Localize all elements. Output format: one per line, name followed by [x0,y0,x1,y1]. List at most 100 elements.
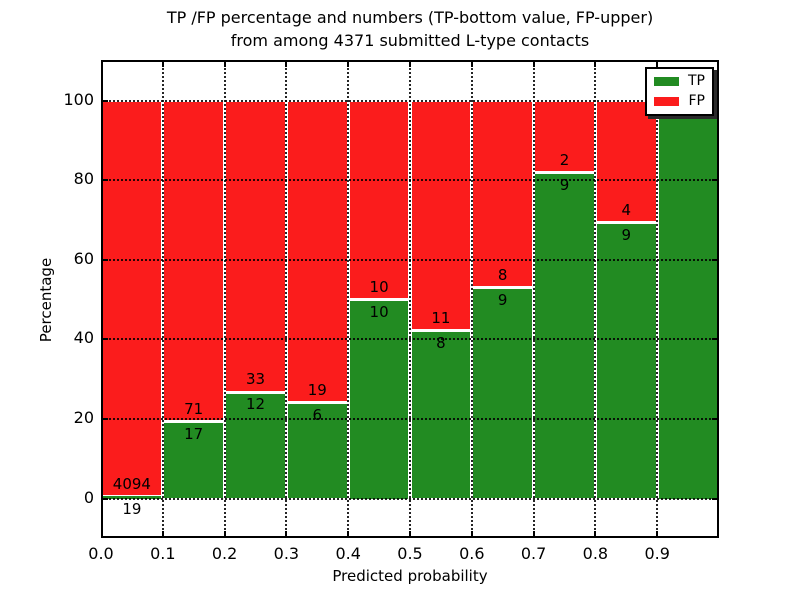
chart-title-line2: from among 4371 submitted L-type contact… [230,31,590,50]
x-tick-label: 0.0 [88,544,114,563]
y-tick-mark [712,258,719,261]
vertical-gridline [161,60,164,538]
legend-label: FP [688,93,706,109]
x-tick-label: 0.4 [335,544,361,563]
fp-count-label: 11 [431,308,451,327]
x-tick-label: 0.9 [644,544,670,563]
y-tick-mark [712,338,719,341]
y-tick-mark [712,99,719,102]
y-tick-mark [101,99,108,102]
vertical-gridline [409,60,411,538]
x-tick-mark [285,531,288,538]
stacked-bar [162,100,225,499]
x-tick-mark [470,60,473,67]
x-tick-mark [409,531,411,538]
vertical-gridline [285,60,288,538]
tp-bar-segment [658,102,718,499]
stacked-bar [471,100,534,499]
y-tick-mark [712,417,719,420]
x-tick-mark [594,60,597,67]
x-tick-mark [594,531,597,538]
y-tick-mark [712,179,719,182]
x-tick-label: 0.6 [459,544,485,563]
fp-bar-segment [473,102,533,287]
stacked-bar [101,100,163,499]
x-tick-mark [347,60,350,67]
stacked-bar [348,100,410,499]
tp-count-label: 19 [122,499,142,518]
x-tick-label: 0.1 [150,544,176,563]
vertical-gridline [347,60,350,538]
y-tick-mark [101,179,108,182]
tp-count-label: 9 [497,290,508,309]
fp-bar-segment [226,102,285,391]
x-tick-label: 0.3 [273,544,300,563]
fp-bar-segment [349,102,409,298]
x-tick-mark [532,531,535,538]
fp-count-label: 8 [497,265,508,284]
x-tick-label: 0.8 [582,544,609,563]
stacked-bar [224,100,287,499]
x-tick-mark [161,60,164,67]
y-tick-label: 100 [63,89,94,109]
x-tick-mark [470,531,473,538]
y-tick-label: 40 [73,328,94,348]
vertical-gridline [594,60,597,538]
fp-count-label: 10 [369,277,389,296]
fp-bar-segment [164,102,224,421]
fp-count-label: 4 [621,200,632,219]
tp-count-label: 8 [436,333,446,352]
y-tick-mark [101,338,108,341]
tp-bar-segment [411,332,471,499]
fp-bar-segment [102,102,162,496]
tp-bar-segment [226,393,285,499]
x-tick-mark [223,60,226,67]
legend-label: TP [688,73,705,89]
tp-bar-segment [473,289,533,499]
x-axis-label: Predicted probability [332,567,488,585]
x-tick-mark [161,531,164,538]
tp-count-label: 6 [312,405,323,424]
vertical-gridline [532,60,535,538]
tp-bar-segment [287,404,347,499]
tp-count-label: 10 [369,302,389,321]
fp-count-label: 4094 [112,474,151,493]
legend-item: FP [654,94,705,108]
x-tick-mark [532,60,535,67]
x-tick-mark [409,60,411,67]
fp-bar-segment [287,102,347,402]
x-tick-mark [285,60,288,67]
stacked-bar [595,100,658,499]
stacked-bar [410,100,472,499]
vertical-gridline [470,60,473,538]
x-tick-mark [656,60,659,67]
tp-bar-segment [596,224,656,499]
fp-bar-segment [411,102,471,330]
x-tick-mark [223,531,226,538]
legend-swatch-tp [654,76,679,86]
tp-count-label: 12 [245,395,266,414]
stacked-bar [286,100,349,499]
y-tick-mark [101,258,108,261]
tp-count-label: 17 [184,424,204,443]
stacked-bar [533,100,596,499]
x-tick-label: 0.5 [397,544,423,563]
vertical-gridline [656,60,659,538]
x-tick-label: 0.2 [211,544,238,563]
fp-count-label: 19 [307,380,327,399]
fp-bar-segment [596,102,656,222]
y-tick-mark [101,417,108,420]
vertical-gridline [223,60,226,538]
chart-title-line1: TP /FP percentage and numbers (TP-bottom… [166,8,654,27]
legend-swatch-fp [654,96,679,106]
legend-item: TP [654,74,705,88]
tp-bar-segment [535,174,594,499]
tp-bar-segment [349,301,409,499]
tp-count-label: 9 [559,175,570,194]
y-tick-label: 60 [73,248,94,268]
fp-count-label: 33 [245,370,266,389]
y-tick-label: 80 [73,169,94,189]
fp-count-label: 2 [559,150,570,169]
